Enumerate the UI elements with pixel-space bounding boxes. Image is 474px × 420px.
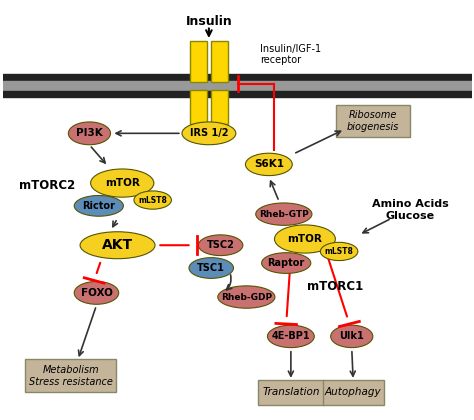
Ellipse shape [134,191,172,209]
FancyBboxPatch shape [190,90,207,124]
Text: mTORC1: mTORC1 [307,280,364,293]
Ellipse shape [74,281,118,304]
Ellipse shape [198,235,243,256]
Text: Raptor: Raptor [267,258,305,268]
FancyBboxPatch shape [25,359,117,392]
Ellipse shape [331,325,373,348]
Ellipse shape [262,253,311,273]
Ellipse shape [74,195,123,216]
Ellipse shape [320,242,358,260]
FancyBboxPatch shape [323,380,383,405]
FancyBboxPatch shape [211,41,228,82]
Text: TSC1: TSC1 [197,263,225,273]
Text: PI3K: PI3K [76,129,103,138]
Text: Ribosome
biogenesis: Ribosome biogenesis [346,110,399,132]
Ellipse shape [267,325,314,348]
Ellipse shape [218,286,275,308]
Text: mTOR: mTOR [288,234,322,244]
FancyBboxPatch shape [258,380,324,405]
Ellipse shape [91,169,154,197]
Ellipse shape [68,122,110,145]
Ellipse shape [80,232,155,259]
Text: S6K1: S6K1 [254,160,284,169]
Text: FOXO: FOXO [81,288,112,298]
Text: Ulk1: Ulk1 [339,331,364,341]
Text: Insulin: Insulin [185,15,232,28]
Ellipse shape [182,122,236,145]
Text: AKT: AKT [102,238,133,252]
Ellipse shape [256,203,312,226]
FancyBboxPatch shape [336,105,410,137]
Ellipse shape [189,257,234,278]
Text: mTORC2: mTORC2 [19,178,75,192]
Text: 4E-BP1: 4E-BP1 [272,331,310,341]
Ellipse shape [274,225,336,253]
Ellipse shape [246,153,292,176]
Text: Rheb-GTP: Rheb-GTP [259,210,309,219]
Text: Amino Acids
Glucose: Amino Acids Glucose [372,199,449,221]
Text: Metabolism
Stress resistance: Metabolism Stress resistance [29,365,113,386]
Text: Rheb-GDP: Rheb-GDP [221,293,272,302]
Text: mLST8: mLST8 [325,247,354,256]
Text: TSC2: TSC2 [207,240,235,250]
Text: Autophagy: Autophagy [325,387,382,397]
FancyBboxPatch shape [211,90,228,124]
Text: Rictor: Rictor [82,201,115,211]
Text: mTOR: mTOR [105,178,140,188]
FancyBboxPatch shape [190,41,207,82]
Text: Translation: Translation [262,387,319,397]
Text: mLST8: mLST8 [138,196,167,205]
Text: Insulin/IGF-1
receptor: Insulin/IGF-1 receptor [260,44,321,66]
Text: IRS 1/2: IRS 1/2 [190,129,228,138]
